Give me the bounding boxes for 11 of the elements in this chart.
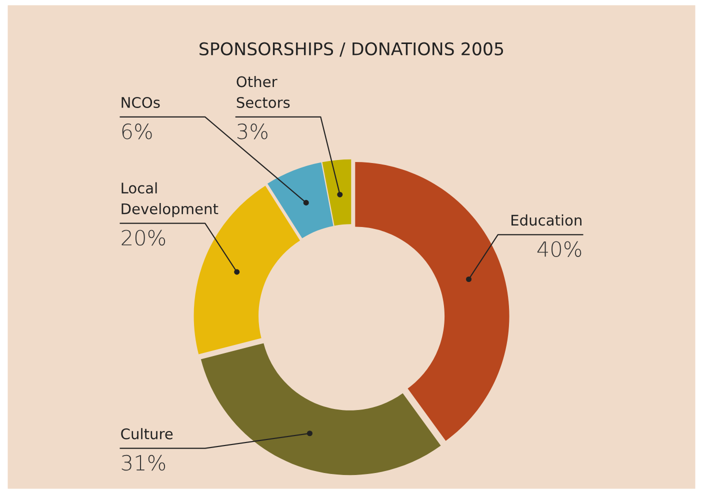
- data-label: 20%: [122, 230, 166, 246]
- slice-label: NCOs: [122, 96, 160, 108]
- data-label: 3%: [237, 124, 268, 140]
- slice-label: Education: [512, 214, 582, 226]
- slice-label: Culture: [121, 428, 173, 440]
- data-label: 40%: [537, 241, 582, 257]
- chart-title: SPONSORSHIPS / DONATIONS 2005: [200, 42, 504, 57]
- slice-label: Local Development: [122, 182, 218, 218]
- data-label: 6%: [122, 124, 152, 140]
- slice-label: Other Sectors: [236, 76, 290, 108]
- data-label: 31%: [122, 454, 166, 471]
